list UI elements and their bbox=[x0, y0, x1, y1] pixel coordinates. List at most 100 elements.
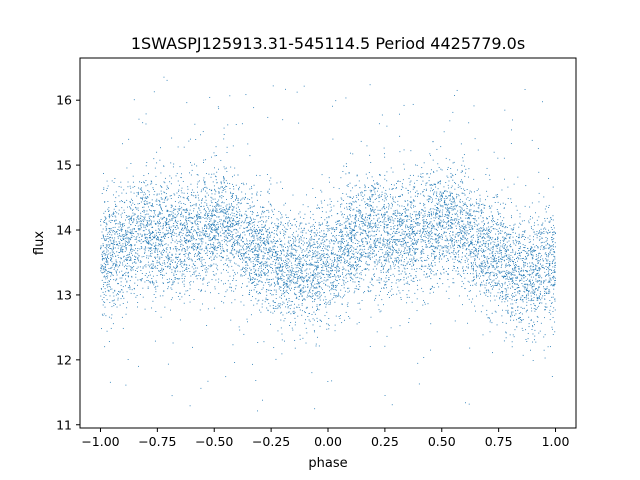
data-point bbox=[211, 202, 213, 204]
data-point bbox=[186, 102, 188, 104]
data-point bbox=[292, 243, 294, 244]
data-point bbox=[474, 215, 476, 217]
data-point bbox=[426, 273, 428, 275]
data-point bbox=[289, 284, 291, 286]
data-point bbox=[535, 274, 537, 276]
data-point bbox=[104, 239, 106, 241]
data-point bbox=[295, 239, 297, 241]
data-point bbox=[553, 234, 555, 236]
data-point bbox=[382, 266, 384, 268]
data-point bbox=[306, 272, 308, 274]
data-point bbox=[327, 279, 329, 281]
data-point bbox=[485, 272, 487, 274]
data-point bbox=[513, 259, 515, 261]
data-point bbox=[478, 230, 480, 232]
data-point bbox=[528, 290, 530, 292]
data-point bbox=[510, 228, 512, 230]
data-point bbox=[139, 233, 141, 235]
data-point bbox=[207, 380, 209, 382]
data-point bbox=[452, 111, 454, 113]
data-point bbox=[414, 252, 416, 254]
data-point bbox=[420, 250, 422, 252]
data-point bbox=[473, 279, 474, 281]
data-point bbox=[422, 190, 424, 192]
data-point bbox=[405, 241, 406, 243]
data-point bbox=[164, 221, 166, 223]
data-point bbox=[501, 223, 502, 225]
data-point bbox=[306, 332, 308, 334]
data-point bbox=[210, 243, 211, 245]
data-point bbox=[306, 280, 308, 282]
data-point bbox=[449, 193, 451, 195]
data-point bbox=[337, 242, 339, 244]
data-point bbox=[429, 214, 430, 216]
data-point bbox=[316, 235, 318, 237]
data-point bbox=[535, 212, 536, 214]
data-point bbox=[383, 147, 385, 149]
data-point bbox=[450, 207, 452, 209]
data-point bbox=[214, 249, 216, 250]
data-point bbox=[233, 206, 235, 208]
data-point bbox=[254, 232, 256, 234]
data-point bbox=[265, 248, 267, 250]
data-point bbox=[181, 228, 182, 230]
data-point bbox=[167, 265, 169, 267]
data-point bbox=[485, 174, 487, 175]
data-point bbox=[461, 230, 463, 232]
data-point bbox=[540, 268, 542, 270]
data-point bbox=[302, 232, 304, 234]
data-point bbox=[540, 281, 542, 283]
data-point bbox=[335, 224, 337, 226]
data-point bbox=[179, 253, 181, 255]
data-point bbox=[213, 258, 215, 260]
data-point bbox=[388, 247, 390, 249]
data-point bbox=[121, 201, 123, 202]
data-point bbox=[539, 280, 540, 281]
data-point bbox=[437, 234, 439, 236]
data-point bbox=[378, 230, 380, 232]
data-point bbox=[258, 253, 260, 255]
data-point bbox=[262, 256, 264, 258]
data-point bbox=[540, 258, 541, 260]
data-point bbox=[516, 278, 518, 279]
data-point bbox=[416, 241, 418, 243]
data-point bbox=[101, 268, 102, 270]
data-point bbox=[105, 294, 107, 296]
data-point bbox=[504, 283, 506, 285]
data-point bbox=[357, 218, 359, 220]
data-point bbox=[282, 250, 284, 252]
data-point bbox=[238, 265, 240, 267]
data-point bbox=[257, 293, 259, 295]
data-point bbox=[246, 202, 248, 204]
data-point bbox=[229, 261, 231, 263]
data-point bbox=[103, 237, 104, 239]
data-point bbox=[111, 288, 113, 290]
data-point bbox=[206, 227, 208, 229]
data-point bbox=[551, 254, 553, 256]
data-point bbox=[297, 276, 299, 278]
data-point bbox=[518, 272, 520, 274]
data-point bbox=[440, 235, 442, 237]
data-point bbox=[132, 175, 134, 177]
data-point bbox=[189, 246, 190, 248]
data-point bbox=[132, 208, 134, 210]
data-point bbox=[157, 231, 159, 233]
data-point bbox=[287, 301, 289, 303]
data-point bbox=[244, 261, 246, 263]
data-point bbox=[496, 239, 498, 240]
data-point bbox=[482, 211, 484, 213]
data-point bbox=[497, 243, 499, 245]
data-point bbox=[259, 242, 261, 244]
data-point bbox=[447, 176, 449, 178]
data-point bbox=[346, 235, 348, 237]
data-point bbox=[537, 290, 539, 291]
data-point bbox=[454, 181, 456, 183]
data-point bbox=[423, 203, 424, 205]
data-point bbox=[481, 230, 483, 232]
data-point bbox=[474, 223, 476, 225]
data-point bbox=[475, 270, 477, 272]
data-point bbox=[161, 193, 163, 195]
data-point bbox=[374, 183, 376, 185]
data-point bbox=[505, 255, 507, 257]
data-point bbox=[265, 221, 267, 223]
